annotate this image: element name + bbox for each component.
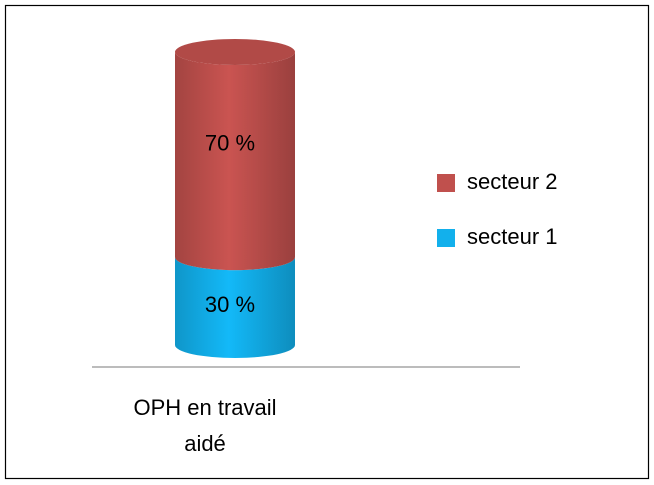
chart-frame: [4, 4, 650, 480]
legend-swatch: [437, 174, 455, 192]
x-tick-label: OPH en travail aidé: [133, 395, 277, 456]
data-label: 70 %: [205, 130, 255, 155]
legend-label: secteur 2: [467, 169, 558, 194]
legend-swatch: [437, 229, 455, 247]
bar-segment: [175, 52, 295, 271]
data-label: 30 %: [205, 292, 255, 317]
bar-top-cap: [175, 39, 295, 65]
bar-segment: [175, 257, 295, 358]
legend-label: secteur 1: [467, 224, 558, 249]
